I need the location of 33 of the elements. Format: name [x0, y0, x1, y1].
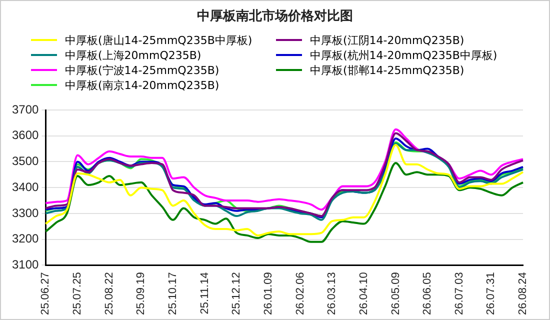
legend-label: 中厚板(唐山14-25mmQ235B中厚板)	[65, 32, 252, 48]
line-series	[44, 162, 524, 243]
legend-label: 中厚板(杭州14-20mmQ235B中厚板)	[310, 48, 498, 62]
x-tick-label: 26.04.10	[358, 272, 370, 316]
x-tick-label: 25.06.27	[40, 272, 52, 316]
x-tick-label: 25.09.19	[135, 272, 148, 316]
y-tick-label: 3700	[12, 102, 40, 116]
x-tick-label: 26.07.31	[485, 272, 498, 316]
y-tick-label: 3200	[12, 232, 40, 246]
y-tick-label: 3400	[12, 180, 40, 194]
legend-label: 中厚板(宁波14-25mmQ235B)	[65, 62, 220, 78]
legend-label: 中厚板(江阴14-20mmQ235B)	[310, 32, 464, 48]
chart-title: 中厚板南北市场价格对比图	[196, 8, 354, 25]
x-tick-label: 26.06.05	[422, 272, 434, 316]
x-tick-label: 26.05.09	[390, 272, 402, 316]
y-tick-label: 3100	[12, 257, 40, 272]
x-tick-label: 26.01.09	[262, 272, 274, 316]
x-tick-label: 26.07.03	[453, 272, 466, 316]
x-tick-label: 25.12.12	[230, 272, 243, 316]
x-tick-label: 25.11.14	[198, 272, 211, 314]
x-tick-label: 26.03.13	[326, 272, 338, 316]
line-series	[44, 144, 524, 236]
y-tick-label: 3500	[12, 154, 40, 168]
x-tick-label: 25.08.22	[103, 272, 116, 316]
legend-label: 中厚板(邯郸14-25mmQ235B)	[310, 62, 464, 78]
x-tick-label: 25.07.25	[72, 272, 84, 316]
y-tick-label: 3300	[12, 206, 40, 220]
legend-label: 中厚板(上海20mmQ235B)	[65, 48, 202, 62]
legend-label: 中厚板(南京14-20mmQ235B)	[65, 78, 220, 92]
x-tick-label: 26.02.06	[294, 272, 306, 316]
y-tick-label: 3600	[12, 128, 40, 142]
x-tick-label: 26.08.24	[517, 272, 530, 316]
x-tick-label: 25.10.17	[167, 272, 180, 316]
